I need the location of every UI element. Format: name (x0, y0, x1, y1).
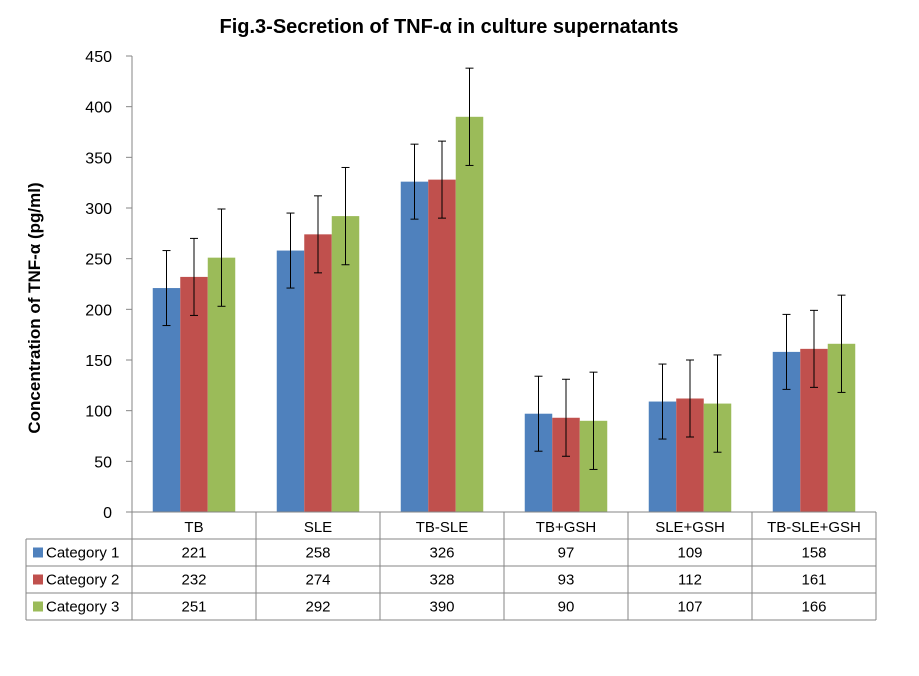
bar (180, 276, 208, 512)
table-value: 90 (558, 599, 575, 616)
y-tick-label: 350 (85, 150, 112, 167)
bar (276, 250, 305, 512)
y-tick-label: 200 (85, 302, 112, 319)
legend-label: Category 2 (46, 572, 119, 589)
y-axis-label: Concentration of TNF-α (pg/ml) (25, 182, 44, 433)
y-tick-label: 0 (103, 505, 112, 522)
table-value: 161 (801, 572, 826, 589)
table-value: 158 (801, 545, 826, 562)
table-value: 93 (558, 572, 575, 589)
bar (304, 234, 332, 512)
category-label: SLE (304, 519, 332, 536)
error-bars (162, 67, 846, 470)
category-label: TB-SLE (416, 519, 469, 536)
y-tick-label: 50 (94, 454, 112, 471)
table-value: 97 (558, 545, 575, 562)
table-value: 274 (305, 572, 330, 589)
y-tick-label: 450 (85, 49, 112, 66)
legend-swatch (33, 601, 43, 612)
bar (455, 116, 484, 513)
category-label: TB (184, 519, 203, 536)
table-value: 390 (429, 599, 454, 616)
table-value: 258 (305, 545, 330, 562)
y-tick-label: 100 (85, 404, 112, 421)
table-value: 232 (181, 572, 206, 589)
y-tick-label: 150 (85, 353, 112, 370)
bars (152, 116, 856, 513)
table-value: 109 (677, 545, 702, 562)
data-table: TB SLE TB-SLE TB+GSH SLE+GSH TB-SLE+GSH Catego… (25, 511, 877, 621)
legend-label: Category 3 (46, 599, 119, 616)
legend-label: Category 1 (46, 545, 119, 562)
table-value: 112 (678, 572, 702, 589)
bar (428, 179, 456, 513)
y-tick-label: 400 (85, 100, 112, 117)
table-value: 221 (181, 545, 206, 562)
legend-swatch (33, 574, 43, 585)
bar (331, 216, 360, 512)
table-value: 326 (429, 545, 454, 562)
legend-swatch (33, 547, 43, 558)
bar (400, 181, 429, 513)
y-tick-label: 300 (85, 201, 112, 218)
table-value: 251 (181, 599, 206, 616)
table-value: 328 (429, 572, 454, 589)
table-value: 107 (677, 599, 702, 616)
y-tick-label: 250 (85, 252, 112, 269)
table-value: 292 (305, 599, 330, 616)
y-axis: 0 50 100 150 200 250 300 350 400 450 (85, 49, 133, 522)
chart-title: Fig.3-Secretion of TNF-α in culture supe… (219, 16, 678, 38)
table-value: 166 (801, 599, 826, 616)
category-label: TB+GSH (536, 519, 596, 536)
category-label: SLE+GSH (655, 519, 725, 536)
category-label: TB-SLE+GSH (767, 519, 861, 536)
